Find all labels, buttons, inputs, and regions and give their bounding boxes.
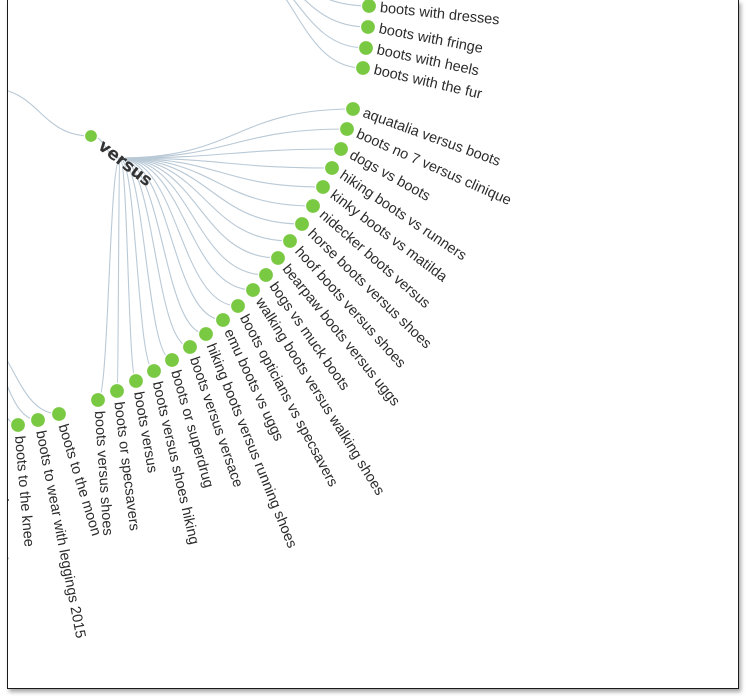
versus-emu-boots-vs-uggs-link (119, 157, 224, 321)
hub-versus-node[interactable] (83, 128, 99, 144)
left-branch-boots-to-the-rescue-label: boots to the rescue (8, 439, 13, 563)
left-branch-boots-to-wear-with-leggings-2015-link (8, 386, 39, 421)
versus-hoof-boots-versus-shoes-link (119, 157, 291, 242)
hub-link (8, 90, 92, 137)
versus-boots-or-specsavers-node[interactable] (108, 382, 126, 400)
versus-aquatalia-versus-boots-node[interactable] (344, 100, 362, 118)
top-branch-boots-with-the-fur-node[interactable] (354, 59, 372, 77)
versus-boots-or-superdrug-node[interactable] (163, 351, 181, 369)
left-branch-boots-to-the-knee-node[interactable] (9, 416, 27, 434)
versus-boots-opticians-vs-specsavers-link (119, 157, 239, 307)
versus-bogs-vs-muck-boots-node[interactable] (257, 266, 275, 284)
versus-nidecker-boots-versus-link (119, 157, 314, 207)
hub-label-versus: versus (94, 136, 156, 191)
top-branch-boots-with-fringe-link (304, 0, 369, 28)
versus-boots-no-7-versus-clinique-node[interactable] (338, 120, 356, 138)
left-branch-boots-to-the-moon-node[interactable] (50, 405, 68, 423)
versus-hiking-boots-vs-runners-link (119, 157, 333, 169)
left-branch-boots-to-the-knee-link (8, 417, 19, 426)
versus-walking-boots-versus-walking-shoes-link (119, 157, 254, 291)
versus-dogs-vs-boots-node[interactable] (332, 140, 350, 158)
versus-boots-versus-shoes-link (97, 157, 121, 401)
top-branch-boots-with-dresses-link (329, 0, 370, 7)
versus-emu-boots-vs-uggs-node[interactable] (214, 311, 232, 329)
top-branch-boots-with-heels-link (293, 0, 367, 49)
versus-boots-no-7-versus-clinique-link (119, 128, 348, 159)
left-branch-boots-to-the-moon-link (8, 360, 60, 415)
mind-map-canvas: boots with dresses boots with fringe boots… (7, 0, 739, 689)
tree-nodes (8, 0, 378, 434)
versus-boots-or-superdrug-link (119, 157, 173, 361)
versus-boots-versus-versace-link (119, 157, 191, 348)
top-branch-boots-with-heels-node[interactable] (357, 39, 375, 57)
left-branch-boots-to-the-knee-label: boots to the knee (11, 435, 37, 547)
versus-kinky-boots-vs-matilda-link (119, 157, 324, 188)
versus-dogs-vs-boots-link (119, 148, 342, 159)
top-branch-boots-with-fringe-node[interactable] (359, 18, 377, 36)
versus-hiking-boots-versus-running-shoes-node[interactable] (197, 325, 215, 343)
versus-kinky-boots-vs-matilda-node[interactable] (314, 178, 332, 196)
versus-bearpaw-boots-versus-uggs-node[interactable] (269, 249, 287, 267)
versus-walking-boots-versus-walking-shoes-node[interactable] (244, 281, 262, 299)
versus-bearpaw-boots-versus-uggs-link (119, 157, 279, 259)
left-branch-boots-to-wear-with-leggings-2015-node[interactable] (29, 411, 47, 429)
versus-boots-or-specsavers-link (116, 157, 121, 392)
versus-boots-versus-shoes-node[interactable] (89, 391, 107, 409)
versus-boots-opticians-vs-specsavers-node[interactable] (229, 297, 247, 315)
versus-boots-versus-node[interactable] (127, 372, 145, 390)
versus-nidecker-boots-versus-node[interactable] (304, 197, 322, 215)
versus-hiking-boots-vs-runners-node[interactable] (323, 159, 341, 177)
versus-boots-versus-shoes-hiking-node[interactable] (145, 362, 163, 380)
versus-hoof-boots-versus-shoes-node[interactable] (281, 232, 299, 250)
versus-boots-versus-link (119, 157, 137, 382)
top-branch-boots-with-the-fur-link (285, 0, 364, 69)
versus-aquatalia-versus-boots-link (119, 108, 354, 159)
versus-hiking-boots-versus-running-shoes-link (119, 157, 207, 335)
versus-boots-versus-shoes-hiking-link (119, 157, 155, 372)
versus-boots-versus-versace-node[interactable] (181, 338, 199, 356)
top-branch-boots-with-dresses-node[interactable] (360, 0, 378, 15)
versus-bogs-vs-muck-boots-link (119, 157, 267, 276)
versus-horse-boots-versus-shoes-link (119, 157, 303, 225)
versus-horse-boots-versus-shoes-node[interactable] (293, 215, 311, 233)
